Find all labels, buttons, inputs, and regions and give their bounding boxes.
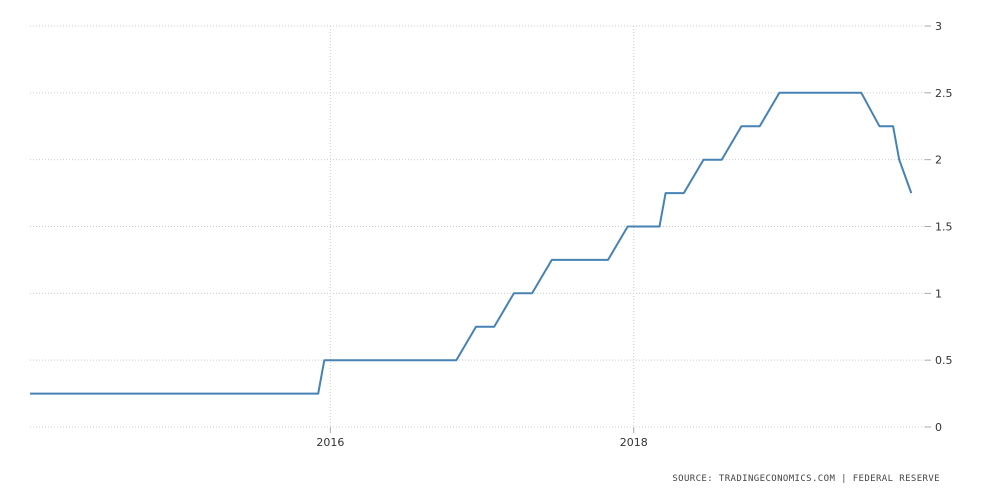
source-note: SOURCE: TRADINGECONOMICS.COM | FEDERAL R… [672, 474, 940, 484]
x-axis: 2016 2018 [316, 427, 648, 449]
series-line [30, 91, 913, 395]
y-tick-label: 1.5 [935, 221, 953, 234]
series-layer [30, 91, 913, 395]
y-tick-label: 0.5 [935, 354, 953, 367]
x-tick-label: 2018 [620, 436, 648, 449]
y-tick-label: 2 [935, 154, 942, 167]
y-tick-label: 1 [935, 287, 942, 300]
y-tick-label: 0 [935, 421, 942, 434]
grid [30, 25, 925, 428]
y-tick-label: 2.5 [935, 87, 953, 100]
x-tick-label: 2016 [316, 436, 344, 449]
y-tick-label: 3 [935, 20, 942, 33]
y-axis: 0 0.5 1 1.5 2 2.5 3 [925, 20, 953, 434]
